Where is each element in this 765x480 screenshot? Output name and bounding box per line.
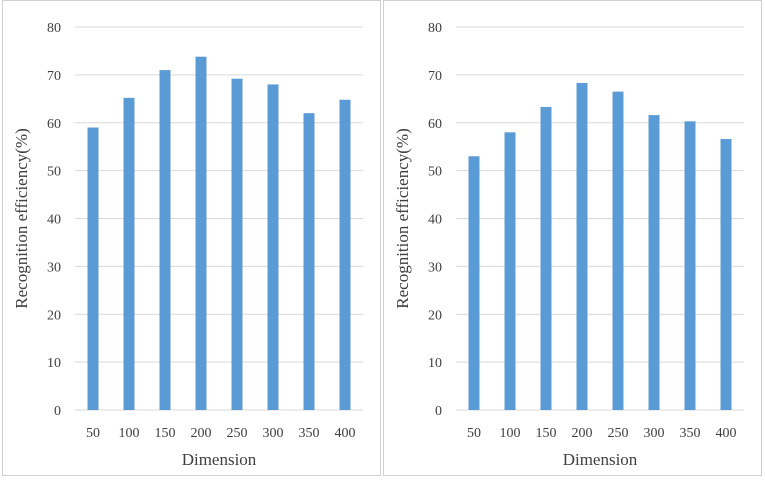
bar-200 [195, 56, 207, 411]
x-tick-label: 200 [572, 426, 593, 441]
bar-50 [87, 127, 99, 410]
y-tick-label: 30 [47, 260, 61, 275]
chart-panel-left: 0 10 20 30 40 50 60 70 80 50 100 150 200 250 300 350 400… [2, 0, 381, 476]
bar-250 [612, 91, 624, 410]
y-tick-label: 70 [47, 69, 61, 84]
y-tick-label: 60 [428, 117, 442, 132]
y-tick-label: 10 [47, 356, 61, 371]
bar-400 [339, 99, 351, 411]
bar-350 [303, 113, 315, 411]
y-tick-label: 80 [428, 21, 442, 36]
bar-100 [123, 97, 135, 410]
y-axis-title: Recognition efficiency(%) [12, 128, 31, 308]
x-tick-label: 300 [263, 426, 284, 441]
bar-300 [648, 115, 660, 410]
y-tick-label: 30 [428, 260, 442, 275]
y-tick-label: 50 [47, 165, 61, 180]
chart-panel-right: 0 10 20 30 40 50 60 70 80 50 100 150 200 250 300 350 400… [383, 0, 762, 476]
bar-150 [159, 70, 171, 411]
y-tick-label: 50 [428, 165, 442, 180]
bar-200 [576, 83, 588, 411]
x-tick-label: 150 [536, 426, 557, 441]
x-tick-label: 400 [335, 426, 356, 441]
bar-chart-right: 0 10 20 30 40 50 60 70 80 50 100 150 200 250 300 350 400… [393, 21, 744, 469]
y-tick-label: 20 [47, 308, 61, 323]
y-tick-label: 0 [54, 404, 61, 419]
bar-100 [504, 132, 516, 410]
x-tick-label: 350 [299, 426, 320, 441]
y-tick-label: 80 [47, 21, 61, 36]
x-tick-label: 350 [680, 426, 701, 441]
x-tick-label: 250 [608, 426, 629, 441]
x-tick-label: 400 [716, 426, 737, 441]
y-tick-label: 20 [428, 308, 442, 323]
bar-400 [720, 139, 732, 410]
x-axis-title: Dimension [182, 450, 257, 469]
x-tick-label: 150 [155, 426, 176, 441]
x-tick-label: 250 [227, 426, 248, 441]
bar-350 [684, 121, 696, 410]
x-tick-label: 100 [500, 426, 521, 441]
y-axis-title: Recognition efficiency(%) [393, 128, 412, 308]
x-tick-label: 200 [191, 426, 212, 441]
y-tick-label: 70 [428, 69, 442, 84]
x-tick-label: 100 [119, 426, 140, 441]
bar-50 [468, 156, 480, 410]
y-tick-label: 40 [47, 213, 61, 228]
y-tick-label: 60 [47, 117, 61, 132]
x-axis-title: Dimension [563, 450, 638, 469]
bar-300 [267, 84, 279, 410]
bar-chart-left: 0 10 20 30 40 50 60 70 80 50 100 150 200 250 300 350 400… [12, 21, 363, 469]
bar-150 [540, 106, 552, 411]
y-tick-label: 10 [428, 356, 442, 371]
x-tick-label: 50 [86, 426, 100, 441]
bar-250 [231, 78, 243, 410]
y-tick-label: 0 [435, 404, 442, 419]
x-tick-label: 300 [644, 426, 665, 441]
y-tick-label: 40 [428, 213, 442, 228]
x-tick-label: 50 [467, 426, 481, 441]
